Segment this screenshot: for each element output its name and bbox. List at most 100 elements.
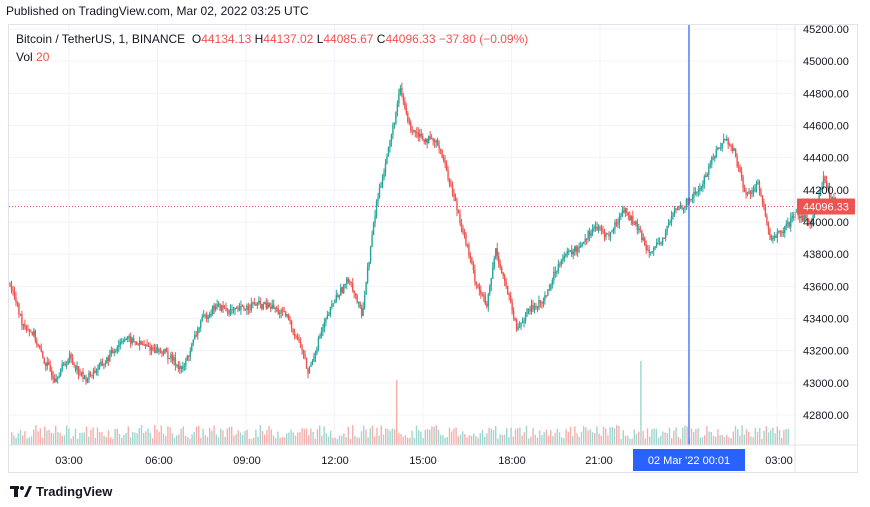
candle-body <box>246 305 248 310</box>
candle-body <box>240 305 242 311</box>
candle-body <box>33 330 35 336</box>
volume-bar <box>200 437 202 445</box>
candle-body <box>168 358 171 360</box>
candle-body <box>733 148 735 151</box>
volume-bar <box>602 426 605 445</box>
volume-bar <box>457 436 459 445</box>
candle-body <box>715 149 717 158</box>
volume-bar <box>442 435 444 445</box>
volume-bar <box>506 428 508 445</box>
candle-body <box>788 222 790 227</box>
volume-bar <box>567 431 569 445</box>
volume-bar <box>503 434 506 445</box>
volume-bar <box>558 432 561 445</box>
candle-body <box>490 278 492 286</box>
chart-frame[interactable]: 45200.00 45000.00 44800.00 44600.00 44400.00… <box>8 24 858 473</box>
candle-body <box>153 349 156 353</box>
price-chart[interactable]: 45200.00 45000.00 44800.00 44600.00 44400.00… <box>9 25 857 472</box>
volume-bar <box>363 425 365 445</box>
candle-body <box>582 241 585 244</box>
candle-body <box>560 260 562 265</box>
volume-bar <box>473 433 475 445</box>
candle-body <box>165 348 168 352</box>
tradingview-footer[interactable]: TradingView <box>10 484 112 499</box>
volume-bar <box>57 432 59 445</box>
candle-body <box>208 314 211 318</box>
volume-bar <box>528 438 530 445</box>
candle-body <box>134 341 136 343</box>
symbol-title[interactable]: Bitcoin / TetherUS, 1, BINANCE <box>16 32 186 46</box>
candle-body <box>827 185 829 188</box>
crosshair-time-badge <box>633 449 745 471</box>
volume-bar <box>662 431 664 445</box>
volume-bar <box>728 437 730 445</box>
candle-body <box>651 251 653 253</box>
candle-body <box>505 281 507 286</box>
volume-bar <box>785 428 787 445</box>
candle-body <box>176 364 178 366</box>
candle-body <box>666 226 668 233</box>
volume-bar <box>259 425 261 445</box>
candle-body <box>155 347 157 353</box>
volume-bar <box>737 429 739 445</box>
volume-bar <box>398 432 400 445</box>
candle-body <box>723 138 725 144</box>
candle-body <box>822 176 825 186</box>
y-tick-label: 45000.00 <box>803 56 849 68</box>
candle-body <box>590 233 592 236</box>
volume-bar <box>600 435 602 445</box>
candle-body <box>521 322 524 324</box>
volume-bar <box>94 437 96 445</box>
volume-bar <box>187 437 189 445</box>
candle-body <box>736 156 738 167</box>
candle-body <box>672 213 674 217</box>
candle-body <box>79 373 81 375</box>
volume-bar <box>697 428 699 445</box>
candle-body <box>77 366 80 374</box>
candle-body <box>404 100 406 108</box>
candle-body <box>614 222 616 229</box>
volume-bar <box>382 434 385 445</box>
volume-bar <box>468 435 470 445</box>
candle-body <box>414 130 416 132</box>
candle-body <box>223 308 226 310</box>
candle-body <box>274 308 276 310</box>
volume-bar <box>103 435 105 445</box>
volume-bar <box>653 428 655 445</box>
candle-body <box>453 193 455 198</box>
volume-bar <box>415 425 418 445</box>
candle-body <box>782 231 785 233</box>
candle-body <box>302 349 305 354</box>
candle-body <box>301 345 303 350</box>
volume-bar <box>96 427 99 445</box>
volume-bar <box>237 430 239 445</box>
volume-bar <box>655 428 657 445</box>
candle-body <box>776 231 779 238</box>
x-tick-label: 15:00 <box>409 455 437 467</box>
volume-bar <box>534 434 536 445</box>
candle-body <box>576 247 579 252</box>
candle-body <box>450 184 452 186</box>
candle-body <box>706 174 709 177</box>
candle-body <box>593 226 595 229</box>
volume-bar <box>440 435 442 445</box>
candle-body <box>200 321 202 328</box>
candle-body <box>718 147 720 149</box>
volume-bar <box>400 433 402 445</box>
candle-body <box>456 201 458 211</box>
candle-body <box>21 314 23 326</box>
volume-bar <box>281 436 283 445</box>
candle-body <box>618 216 621 224</box>
volume-bar <box>81 432 83 445</box>
candle-body <box>171 354 174 361</box>
candle-body <box>429 136 431 139</box>
volume-bar <box>253 437 255 445</box>
candle-body <box>541 302 543 304</box>
x-tick-label: 21:00 <box>585 455 613 467</box>
candle-body <box>384 163 387 173</box>
volume-bar <box>52 433 55 445</box>
candle-body <box>712 157 714 159</box>
candle-body <box>217 303 220 305</box>
candle-body <box>207 317 209 320</box>
candle-body <box>682 208 685 210</box>
